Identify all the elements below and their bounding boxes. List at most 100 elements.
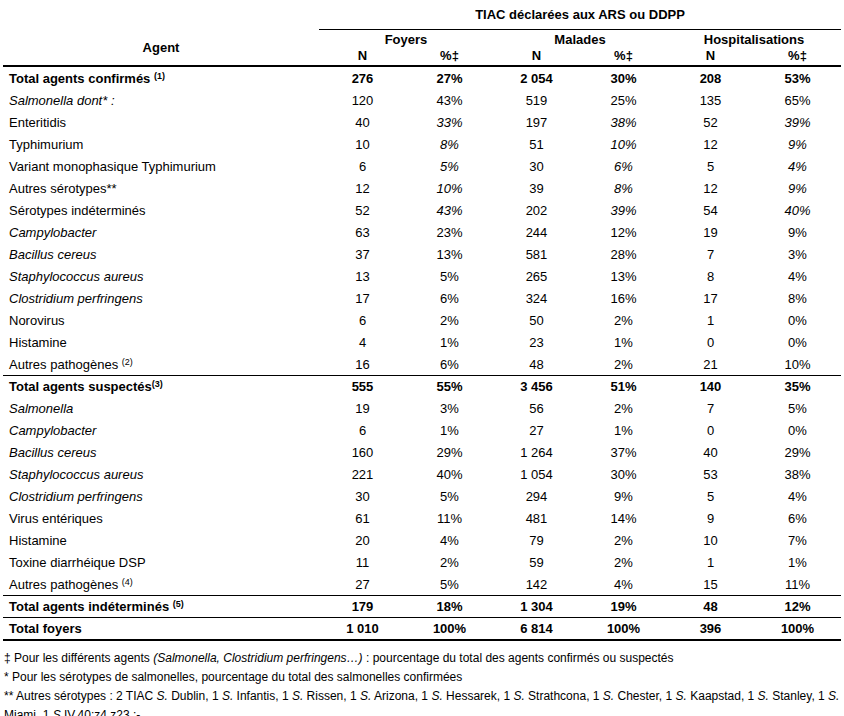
footnote-text: S. — [222, 689, 233, 703]
n-cell: 276 — [319, 71, 406, 86]
footnote-text: Arizona, 1 — [371, 689, 431, 703]
table-row: Total agents indéterminés (5)17918%1 304… — [3, 595, 841, 617]
n-cell: 1 — [667, 313, 754, 328]
n-cell: 12 — [319, 181, 406, 196]
footnote-marker: (4) — [122, 577, 133, 587]
row-label: Bacillus cereus — [3, 445, 319, 460]
pct-cell: 11% — [754, 577, 841, 592]
row-label: Total agents indéterminés (5) — [3, 599, 319, 614]
n-cell: 0 — [667, 335, 754, 350]
footnote-text: S. — [513, 689, 524, 703]
n-cell: 7 — [667, 247, 754, 262]
pct-cell: 19% — [580, 599, 667, 614]
pct-cell: 100% — [406, 621, 493, 636]
table-row: Salmonella dont* :12043%51925%13565% — [3, 89, 841, 111]
n-cell: 51 — [493, 137, 580, 152]
pct-cell: 5% — [406, 269, 493, 284]
pct-cell: 2% — [580, 401, 667, 416]
pct-cell: 5% — [406, 489, 493, 504]
row-label: Autres pathogènes (2) — [3, 357, 319, 372]
n-cell: 1 — [667, 555, 754, 570]
row-label: Total agents confirmés (1) — [3, 71, 319, 86]
pct-cell: 8% — [754, 291, 841, 306]
n-cell: 294 — [493, 489, 580, 504]
table-row: Staphylococcus aureus135%26513%84% — [3, 265, 841, 287]
n-cell: 17 — [319, 291, 406, 306]
n-cell: 2 054 — [493, 71, 580, 86]
table-row: Enteritidis4033%19738%5239% — [3, 111, 841, 133]
footnote-text: (Salmonella, Clostridium perfringens…) — [153, 651, 362, 665]
n-cell: 27 — [493, 423, 580, 438]
table-row: Typhimurium108%5110%129% — [3, 133, 841, 155]
n-cell: 519 — [493, 93, 580, 108]
table-row: Autres pathogènes (2)166%482%2110% — [3, 353, 841, 375]
table-row: Total foyers1 010100%6 814100%396100% — [3, 617, 841, 639]
footnote-text: Dublin, 1 — [168, 689, 222, 703]
pct-cell: 6% — [406, 291, 493, 306]
pct-cell: 13% — [406, 247, 493, 262]
n-cell: 53 — [667, 467, 754, 482]
row-label: Sérotypes indéterminés — [3, 203, 319, 218]
table-row: Clostridium perfringens305%2949%54% — [3, 485, 841, 507]
pct-cell: 40% — [406, 467, 493, 482]
n-cell: 19 — [667, 225, 754, 240]
table-row: Toxine diarrhéique DSP112%592%11% — [3, 551, 841, 573]
pct-cell: 39% — [580, 203, 667, 218]
n-cell: 179 — [319, 599, 406, 614]
pct-cell: 8% — [406, 137, 493, 152]
pct-cell: 10% — [754, 357, 841, 372]
n-cell: 324 — [493, 291, 580, 306]
footnotes: ‡ Pour les différents agents (Salmonella… — [3, 641, 841, 716]
pct-cell: 100% — [754, 621, 841, 636]
pct-cell: 6% — [406, 357, 493, 372]
pct-cell: 12% — [754, 599, 841, 614]
pct-cell: 55% — [406, 379, 493, 394]
footnote-text: Chester, 1 — [614, 689, 675, 703]
row-label: Histamine — [3, 335, 319, 350]
column-header-foyers-n: N — [319, 48, 406, 65]
n-cell: 19 — [319, 401, 406, 416]
table-body: Total agents confirmés (1)27627%2 05430%… — [3, 67, 841, 641]
column-header-agent: Agent — [3, 30, 319, 65]
table-row: Total agents suspectés(3)55555%3 45651%1… — [3, 375, 841, 397]
pct-cell: 2% — [406, 313, 493, 328]
row-label: Variant monophasique Typhimurium — [3, 159, 319, 174]
pct-cell: 2% — [580, 533, 667, 548]
row-label: Staphylococcus aureus — [3, 269, 319, 284]
row-label: Toxine diarrhéique DSP — [3, 555, 319, 570]
row-label: Total foyers — [3, 621, 319, 636]
n-cell: 23 — [493, 335, 580, 350]
table-row: Total agents confirmés (1)27627%2 05430%… — [3, 67, 841, 89]
pct-cell: 1% — [406, 335, 493, 350]
row-label: Clostridium perfringens — [3, 489, 319, 504]
row-label: Staphylococcus aureus — [3, 467, 319, 482]
title-spacer — [3, 2, 319, 30]
n-cell: 581 — [493, 247, 580, 262]
row-label: Campylobacter — [3, 423, 319, 438]
row-label: Salmonella dont* : — [3, 93, 319, 108]
n-cell: 30 — [319, 489, 406, 504]
n-cell: 40 — [667, 445, 754, 460]
n-cell: 59 — [493, 555, 580, 570]
n-cell: 4 — [319, 335, 406, 350]
n-cell: 7 — [667, 401, 754, 416]
pct-cell: 0% — [754, 313, 841, 328]
row-label: Campylobacter — [3, 225, 319, 240]
footnote-text: S. — [603, 689, 614, 703]
n-cell: 52 — [319, 203, 406, 218]
n-cell: 5 — [667, 159, 754, 174]
row-label: Bacillus cereus — [3, 247, 319, 262]
pct-cell: 29% — [754, 445, 841, 460]
pct-cell: 14% — [580, 511, 667, 526]
pct-cell: 40% — [754, 203, 841, 218]
n-cell: 6 — [319, 159, 406, 174]
pct-cell: 29% — [406, 445, 493, 460]
footnote: ‡ Pour les différents agents (Salmonella… — [4, 649, 840, 668]
footnote-text: S. — [676, 689, 687, 703]
n-cell: 79 — [493, 533, 580, 548]
pct-cell: 5% — [406, 577, 493, 592]
pct-cell: 2% — [580, 357, 667, 372]
n-cell: 221 — [319, 467, 406, 482]
pct-cell: 5% — [406, 159, 493, 174]
footnote-text: S. — [292, 689, 303, 703]
